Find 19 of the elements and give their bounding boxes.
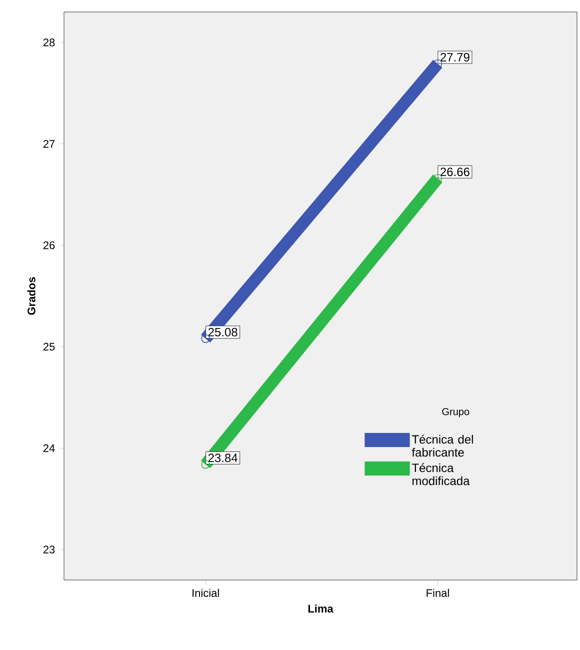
x-tick-label: Inicial xyxy=(192,588,219,597)
y-tick-label: 26 xyxy=(43,241,55,250)
legend-label: Técnica modificada xyxy=(412,463,470,486)
y-tick-label: 28 xyxy=(43,38,55,46)
y-tick-label: 23 xyxy=(43,546,55,554)
point xyxy=(201,334,210,343)
legend-title: Grupo xyxy=(442,408,470,418)
y-axis-title: Grados xyxy=(27,277,36,315)
y-tick-label: 24 xyxy=(43,444,55,452)
data-label: 26.66 xyxy=(440,168,470,176)
legend-label: Técnica del fabricante xyxy=(412,434,473,457)
point xyxy=(201,460,210,469)
data-label: 27.79 xyxy=(440,53,470,62)
y-tick-label: 27 xyxy=(43,140,55,148)
x-tick-label: Final xyxy=(426,588,449,597)
data-label: 25.08 xyxy=(208,328,238,336)
y-tick-label: 25 xyxy=(43,342,55,351)
data-label: 23.84 xyxy=(208,454,238,462)
x-axis-title: Lima xyxy=(308,604,334,613)
